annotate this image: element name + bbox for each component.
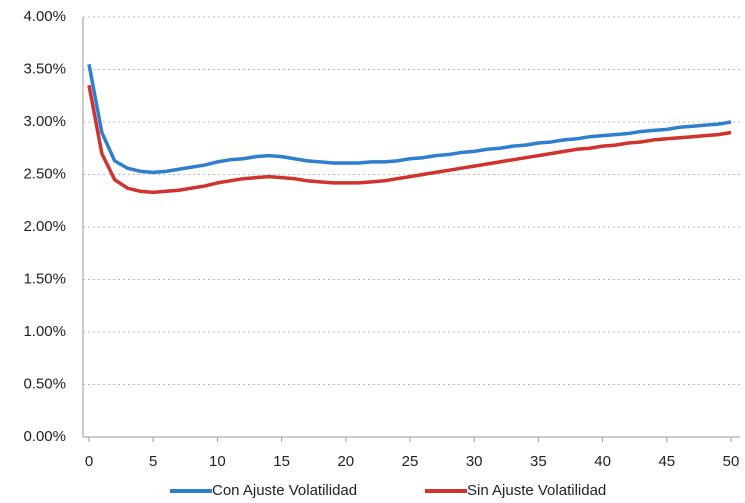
x-tick-label: 30: [466, 453, 483, 470]
y-tick-label: 0.50%: [23, 375, 66, 392]
y-tick-label: 4.00%: [23, 8, 66, 25]
x-tick-label: 35: [530, 453, 547, 470]
x-tick-label: 50: [723, 453, 740, 470]
x-tick-label: 0: [85, 453, 93, 470]
y-tick-label: 1.00%: [23, 323, 66, 340]
series-line: [87, 84, 732, 195]
legend-label: Con Ajuste Volatilidad: [212, 482, 357, 499]
series-line: [87, 63, 732, 175]
x-tick-label: 15: [273, 453, 290, 470]
y-tick-label: 3.00%: [23, 113, 66, 130]
x-tick-label: 45: [658, 453, 675, 470]
x-tick-label: 40: [594, 453, 611, 470]
y-tick-label: 1.50%: [23, 270, 66, 287]
x-tick-label: 20: [337, 453, 354, 470]
legend-label: Sin Ajuste Volatilidad: [467, 482, 606, 499]
x-tick-label: 10: [209, 453, 226, 470]
x-tick-label: 5: [149, 453, 157, 470]
y-tick-label: 2.50%: [23, 165, 66, 182]
y-tick-label: 3.50%: [23, 60, 66, 77]
y-tick-label: 2.00%: [23, 218, 66, 235]
x-tick-label: 25: [402, 453, 419, 470]
y-tick-label: 0.00%: [23, 428, 66, 445]
